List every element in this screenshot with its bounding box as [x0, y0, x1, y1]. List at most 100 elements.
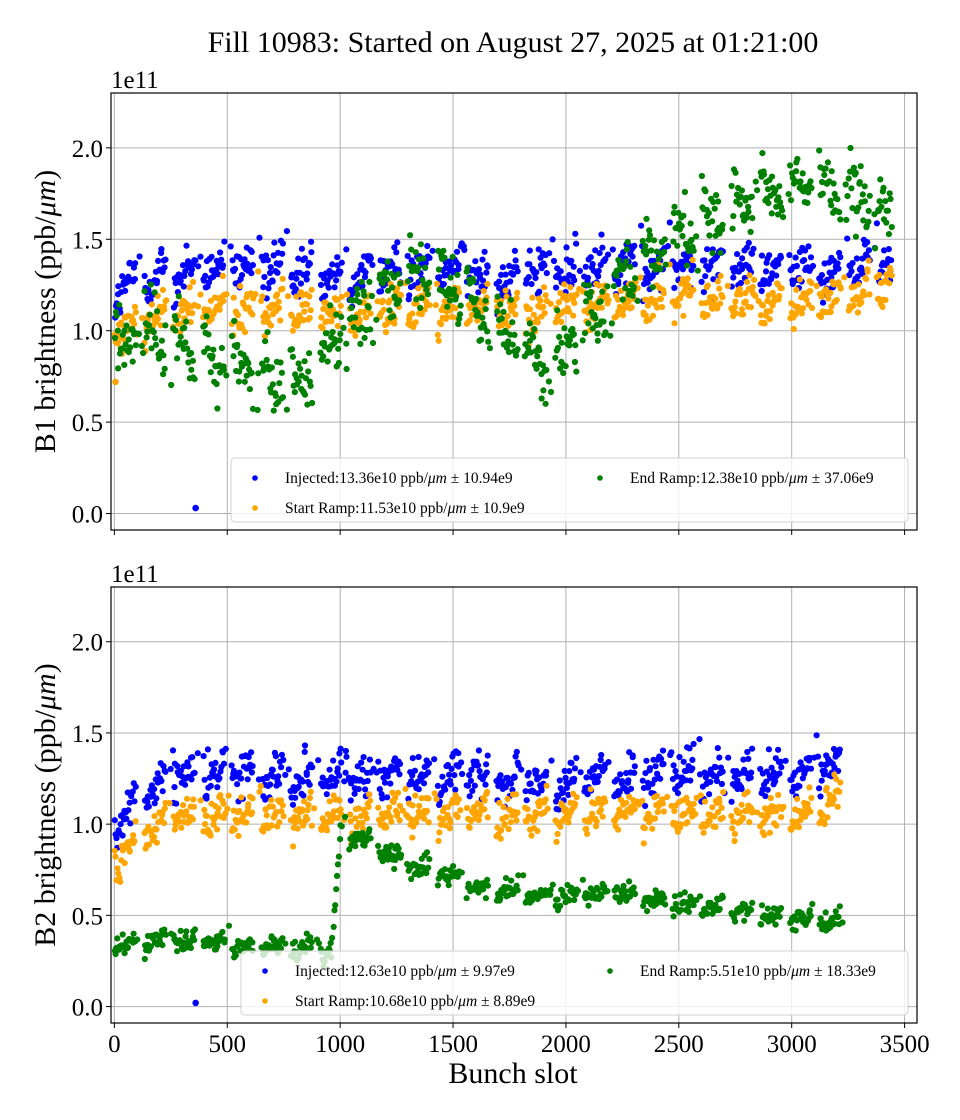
data-point — [369, 261, 376, 268]
data-point — [413, 819, 420, 826]
data-point — [420, 780, 428, 787]
legend-marker — [607, 968, 613, 974]
data-point — [406, 292, 413, 299]
data-point — [207, 369, 214, 376]
data-point — [479, 314, 486, 321]
data-point — [268, 364, 275, 371]
data-point — [599, 244, 606, 251]
data-point — [344, 291, 351, 298]
data-point — [704, 312, 711, 319]
b2-brightness-panel: 0 500 1000 1500 2000 2500 3000 35000.00.51.01.5… — [29, 561, 930, 1058]
data-point — [762, 268, 770, 275]
data-point — [525, 769, 532, 776]
data-point — [732, 169, 739, 176]
data-point — [355, 786, 362, 793]
data-point — [860, 217, 867, 224]
data-point — [753, 809, 761, 816]
data-point — [153, 839, 160, 846]
data-point — [762, 793, 769, 800]
data-point — [323, 330, 330, 337]
data-point — [278, 764, 285, 771]
data-point — [748, 250, 756, 257]
data-point — [412, 249, 419, 256]
data-point — [214, 943, 221, 950]
data-point — [351, 790, 358, 797]
data-point — [743, 244, 751, 251]
data-point — [131, 838, 138, 845]
data-point — [579, 337, 586, 344]
data-point — [832, 775, 840, 783]
data-point — [571, 358, 579, 366]
data-point — [599, 813, 606, 820]
data-point — [300, 317, 307, 324]
data-point — [409, 755, 416, 762]
data-point — [389, 284, 396, 291]
data-point — [360, 754, 367, 761]
data-point — [409, 772, 416, 779]
data-point — [728, 798, 735, 805]
data-point — [571, 896, 578, 904]
data-point — [231, 265, 239, 272]
y-tick-label: 2.0 — [72, 136, 103, 163]
data-point — [716, 905, 723, 913]
legend-label: Injected:13.36e10 ppb/μm ± 10.94e9 — [285, 470, 513, 487]
data-point — [479, 277, 487, 284]
x-tick-label: 1500 — [428, 1031, 478, 1058]
data-point — [807, 178, 814, 185]
data-point — [759, 302, 767, 309]
data-point — [497, 772, 504, 779]
data-point — [418, 294, 425, 302]
x-tick-label: 0 — [108, 1031, 121, 1058]
data-point — [500, 308, 507, 315]
data-point — [711, 813, 718, 820]
data-point — [679, 276, 687, 283]
data-point — [595, 273, 602, 280]
data-point — [766, 829, 774, 836]
data-point — [481, 248, 488, 255]
data-point — [805, 243, 812, 250]
data-point — [304, 401, 311, 408]
data-point — [549, 881, 556, 888]
data-point — [646, 765, 654, 772]
data-point — [864, 239, 871, 246]
data-point — [391, 274, 398, 281]
data-point — [500, 804, 507, 811]
data-point — [822, 909, 829, 916]
data-point — [468, 816, 475, 824]
data-point — [114, 327, 121, 334]
data-point — [706, 791, 713, 798]
legend-marker — [252, 505, 258, 511]
legend-label: End Ramp:5.51e10 ppb/μm ± 18.33e9 — [640, 963, 876, 980]
data-point — [227, 243, 234, 250]
data-point — [132, 260, 139, 267]
data-point — [543, 270, 550, 277]
data-point — [801, 247, 809, 254]
data-point — [659, 800, 666, 807]
data-point — [476, 811, 483, 818]
data-point — [343, 753, 350, 760]
data-point — [823, 784, 830, 792]
data-point — [672, 900, 680, 908]
data-point — [654, 304, 661, 311]
data-point — [152, 335, 159, 342]
data-point — [557, 289, 564, 297]
data-point — [745, 203, 752, 210]
data-point — [775, 194, 782, 201]
data-point — [542, 796, 549, 803]
data-point — [621, 262, 628, 270]
data-point — [865, 218, 872, 225]
data-point — [697, 893, 704, 900]
data-point — [808, 794, 815, 802]
data-point — [331, 284, 338, 291]
data-point — [640, 840, 647, 847]
data-point — [716, 754, 723, 761]
data-point — [448, 765, 455, 773]
data-point — [701, 257, 708, 264]
data-point — [442, 264, 449, 271]
data-point — [511, 774, 518, 781]
data-point — [279, 935, 286, 942]
data-point — [763, 778, 770, 785]
data-point — [816, 785, 823, 792]
data-point — [461, 246, 468, 254]
data-point — [123, 815, 130, 822]
